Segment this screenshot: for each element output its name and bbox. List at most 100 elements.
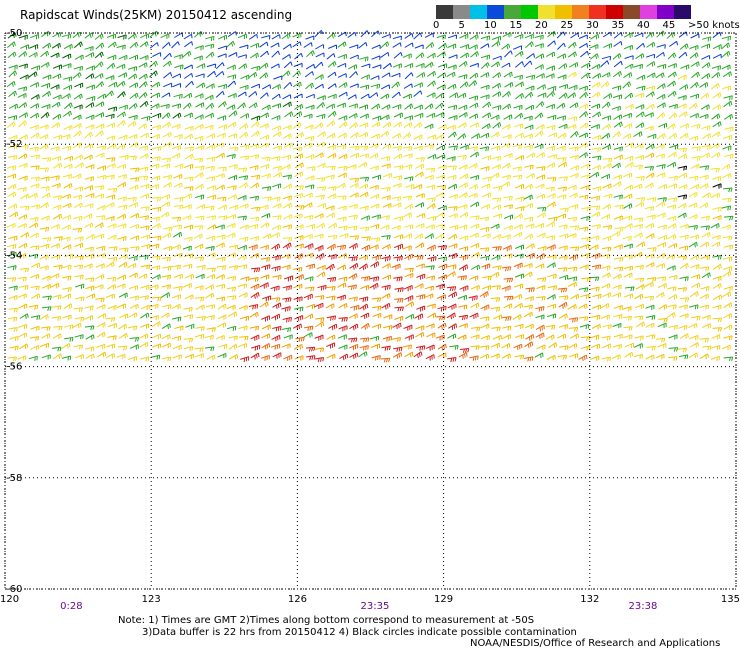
- wind-barb: [64, 337, 74, 342]
- wind-barb: [435, 315, 446, 321]
- wind-barb: [514, 283, 524, 289]
- wind-barb: [251, 344, 261, 351]
- wind-barb: [469, 312, 479, 320]
- wind-barb: [194, 353, 204, 359]
- wind-barb: [295, 336, 305, 342]
- credit-line: NOAA/NESDIS/Office of Research and Appli…: [470, 638, 721, 649]
- wind-barb: [370, 193, 380, 200]
- wind-barb: [30, 344, 40, 351]
- wind-barb: [271, 103, 282, 109]
- wind-barb: [701, 125, 711, 131]
- wind-barb: [394, 287, 404, 293]
- wind-barb: [679, 123, 689, 129]
- wind-barb: [217, 166, 227, 172]
- wind-barb: [17, 86, 28, 92]
- wind-barb: [117, 174, 127, 180]
- wind-barb: [711, 72, 721, 79]
- wind-barb: [547, 114, 557, 120]
- wind-barb: [501, 343, 511, 349]
- wind-barb: [415, 263, 425, 269]
- wind-barb: [613, 194, 623, 200]
- wind-barb: [316, 141, 326, 148]
- wind-barb: [394, 234, 404, 240]
- wind-barb: [646, 345, 656, 351]
- wind-barb: [611, 162, 621, 169]
- wind-barb: [338, 153, 348, 160]
- wind-barb: [7, 155, 18, 161]
- wind-barb: [370, 133, 380, 140]
- wind-barb: [151, 196, 162, 202]
- wind-barb: [150, 243, 160, 249]
- wind-barb: [85, 334, 95, 340]
- wind-barb: [140, 244, 151, 250]
- wind-barb: [161, 256, 171, 262]
- wind-barb: [17, 276, 27, 282]
- wind-barb: [481, 233, 491, 239]
- wind-barb: [547, 254, 557, 260]
- wind-barb: [458, 164, 468, 170]
- wind-barb: [7, 191, 17, 198]
- wind-barb: [404, 72, 414, 80]
- wind-barb: [513, 262, 523, 269]
- wind-barb: [567, 184, 577, 191]
- wind-barb: [359, 132, 369, 138]
- wind-barb: [40, 50, 50, 58]
- wind-barb: [436, 154, 446, 160]
- wind-barb: [270, 343, 281, 350]
- wind-barb: [468, 295, 478, 301]
- wind-barb: [416, 212, 426, 219]
- wind-barb: [149, 70, 158, 78]
- wind-barb: [105, 174, 115, 180]
- wind-barb: [204, 112, 214, 119]
- wind-barb: [668, 347, 679, 352]
- wind-barb: [392, 175, 403, 181]
- wind-barb: [348, 242, 358, 250]
- wind-barb: [128, 134, 138, 140]
- wind-barb: [392, 145, 402, 151]
- wind-barb: [633, 315, 644, 321]
- wind-barb: [557, 161, 567, 168]
- wind-barb: [667, 161, 677, 168]
- wind-barb: [18, 153, 28, 160]
- wind-barb: [272, 203, 282, 209]
- wind-barb: [535, 101, 545, 109]
- wind-barb: [238, 182, 248, 189]
- wind-barb: [184, 273, 194, 280]
- wind-barb: [138, 92, 148, 99]
- wind-barb: [151, 156, 161, 162]
- wind-barb: [283, 354, 293, 361]
- wind-barb: [271, 265, 281, 272]
- wind-barb: [128, 202, 138, 208]
- wind-barb: [305, 154, 315, 160]
- wind-barb: [205, 165, 215, 171]
- wind-barb: [636, 85, 646, 91]
- wind-barb: [437, 245, 448, 251]
- wind-barb: [677, 147, 688, 153]
- wind-barb: [525, 41, 534, 49]
- wind-barb: [492, 105, 502, 111]
- wind-barb: [328, 222, 337, 229]
- wind-barb: [94, 61, 104, 69]
- wind-barb: [94, 193, 104, 199]
- wind-barb: [570, 32, 580, 39]
- wind-barb: [612, 181, 622, 188]
- wind-barb: [424, 123, 434, 130]
- wind-barb: [603, 43, 613, 49]
- wind-barb: [535, 53, 545, 59]
- wind-barb: [601, 265, 611, 271]
- wind-barb: [402, 245, 412, 251]
- wind-barb: [601, 144, 611, 150]
- wind-barb: [712, 53, 722, 59]
- wind-barb: [372, 323, 382, 330]
- wind-barb: [314, 74, 324, 80]
- wind-barb: [8, 70, 18, 78]
- colorbar-swatch: [487, 5, 504, 19]
- wind-barb: [226, 64, 236, 71]
- wind-barb: [317, 284, 327, 291]
- wind-barb: [481, 112, 491, 118]
- wind-barb: [327, 61, 337, 68]
- wind-barb: [702, 36, 712, 42]
- wind-barb: [624, 55, 634, 60]
- wind-barb: [62, 314, 72, 320]
- wind-barb: [523, 133, 533, 139]
